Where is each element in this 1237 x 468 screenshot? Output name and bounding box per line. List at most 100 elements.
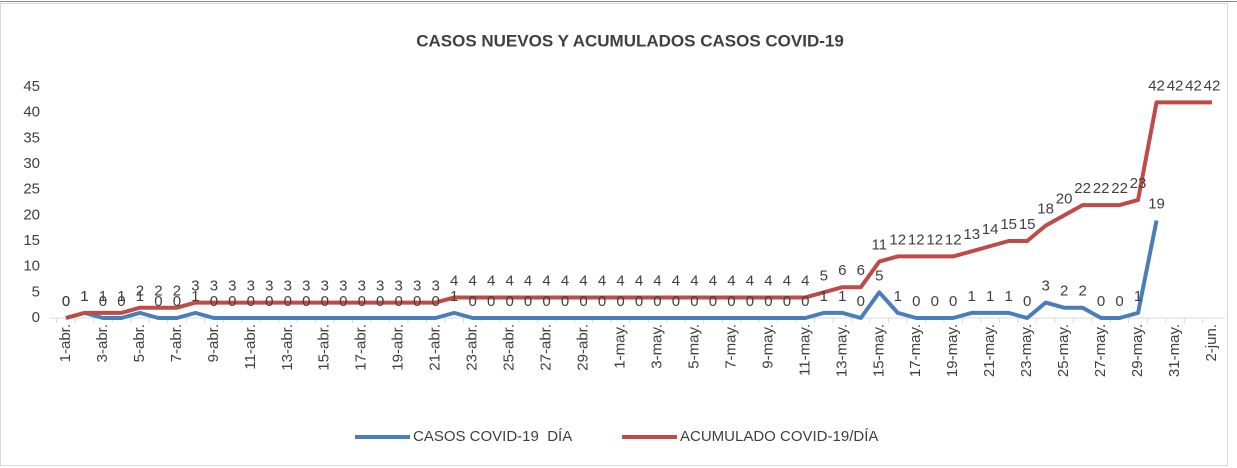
x-tick-label: 7-may. [722, 324, 739, 369]
data-label: 0 [468, 293, 476, 310]
data-label: 4 [727, 272, 735, 289]
data-label: 0 [912, 293, 920, 310]
x-tick-label: 31-may. [1166, 324, 1183, 377]
x-tick-label: 29-abr. [575, 324, 592, 371]
data-label: 4 [598, 272, 606, 289]
data-label: 1 [968, 288, 976, 305]
data-label: 15 [1000, 216, 1017, 233]
x-tick-label: 25-may. [1055, 324, 1072, 377]
y-tick-label: 35 [23, 129, 40, 146]
data-label: 42 [1204, 77, 1221, 94]
x-tick-label: 13-abr. [279, 324, 296, 371]
chart-frame [0, 3, 1228, 466]
series-line [65, 220, 1159, 320]
x-tick-label: 15-may. [870, 324, 887, 377]
data-label: 1 [986, 288, 994, 305]
data-label: 0 [154, 293, 162, 310]
data-label: 15 [1019, 216, 1036, 233]
x-tick-label: 2-jun. [1203, 324, 1220, 362]
data-label: 0 [1097, 293, 1105, 310]
data-label: 1 [80, 288, 88, 305]
x-tick-label: 27-abr. [538, 324, 555, 371]
data-label: 22 [1111, 180, 1128, 197]
data-label: 1 [894, 288, 902, 305]
x-tick-label: 9-abr. [205, 324, 222, 362]
x-tick-label: 17-abr. [353, 324, 370, 371]
data-label: 1 [1005, 288, 1013, 305]
data-label: 0 [857, 293, 865, 310]
y-tick-label: 5 [32, 283, 40, 300]
data-label: 0 [801, 293, 809, 310]
y-tick-label: 40 [23, 104, 40, 121]
data-label: 4 [672, 272, 680, 289]
data-label: 0 [228, 293, 236, 310]
data-label: 3 [228, 278, 236, 295]
data-label: 4 [579, 272, 587, 289]
data-label: 4 [746, 272, 754, 289]
x-tick-label: 7-abr. [168, 324, 185, 362]
data-label: 0 [265, 293, 273, 310]
data-label: 3 [358, 278, 366, 295]
data-label: 4 [635, 272, 643, 289]
x-tick-label: 5-may. [685, 324, 702, 369]
data-label: 0 [62, 293, 70, 310]
x-tick-label: 23-abr. [464, 324, 481, 371]
data-label: 1 [191, 288, 199, 305]
data-label: 0 [432, 293, 440, 310]
data-label: 1 [450, 288, 458, 305]
data-label: 4 [505, 272, 513, 289]
data-label: 1 [838, 288, 846, 305]
data-label: 42 [1148, 77, 1165, 94]
data-label: 6 [857, 262, 865, 279]
data-label: 12 [889, 231, 906, 248]
data-label: 0 [173, 293, 181, 310]
data-label: 0 [709, 293, 717, 310]
data-label: 0 [376, 293, 384, 310]
data-label: 14 [982, 221, 999, 238]
data-label: 4 [487, 272, 495, 289]
data-label: 0 [746, 293, 754, 310]
data-label: 3 [376, 278, 384, 295]
data-label: 0 [413, 293, 421, 310]
data-label: 3 [191, 278, 199, 295]
data-label: 22 [1093, 180, 1110, 197]
data-label: 22 [1074, 180, 1091, 197]
data-label: 11 [872, 237, 888, 254]
x-tick-label: 23-may. [1018, 324, 1035, 377]
data-label: 0 [653, 293, 661, 310]
data-label: 4 [690, 272, 698, 289]
data-label: 3 [1041, 278, 1049, 295]
data-label: 4 [468, 272, 476, 289]
x-tick-label: 11-may. [796, 324, 813, 376]
x-tick-label: 15-abr. [316, 324, 333, 371]
x-tick-label: 3-may. [648, 324, 665, 369]
x-tick-label: 27-may. [1092, 324, 1109, 377]
data-label: 3 [339, 278, 347, 295]
chart-title: CASOS NUEVOS Y ACUMULADOS CASOS COVID-19 [416, 31, 844, 50]
x-tick-label: 9-may. [759, 324, 776, 369]
data-label: 0 [616, 293, 624, 310]
x-tick-label: 21-abr. [427, 324, 444, 371]
data-label: 1 [117, 288, 125, 305]
data-label: 12 [908, 231, 925, 248]
data-label: 3 [413, 278, 421, 295]
data-label: 5 [820, 267, 828, 284]
series-line [65, 100, 1212, 320]
data-label: 4 [709, 272, 717, 289]
data-label: 0 [949, 293, 957, 310]
data-label: 4 [450, 272, 458, 289]
y-tick-label: 15 [23, 232, 40, 249]
data-label: 5 [875, 267, 883, 284]
data-label: 0 [783, 293, 791, 310]
data-label: 0 [579, 293, 587, 310]
data-label: 3 [432, 278, 440, 295]
data-label: 0 [505, 293, 513, 310]
x-tick-label: 13-may. [833, 324, 850, 377]
x-tick-label: 1-may. [611, 324, 628, 369]
data-label: 3 [284, 278, 292, 295]
data-label: 2 [1060, 283, 1068, 300]
data-label: 3 [321, 278, 329, 295]
data-label: 0 [635, 293, 643, 310]
